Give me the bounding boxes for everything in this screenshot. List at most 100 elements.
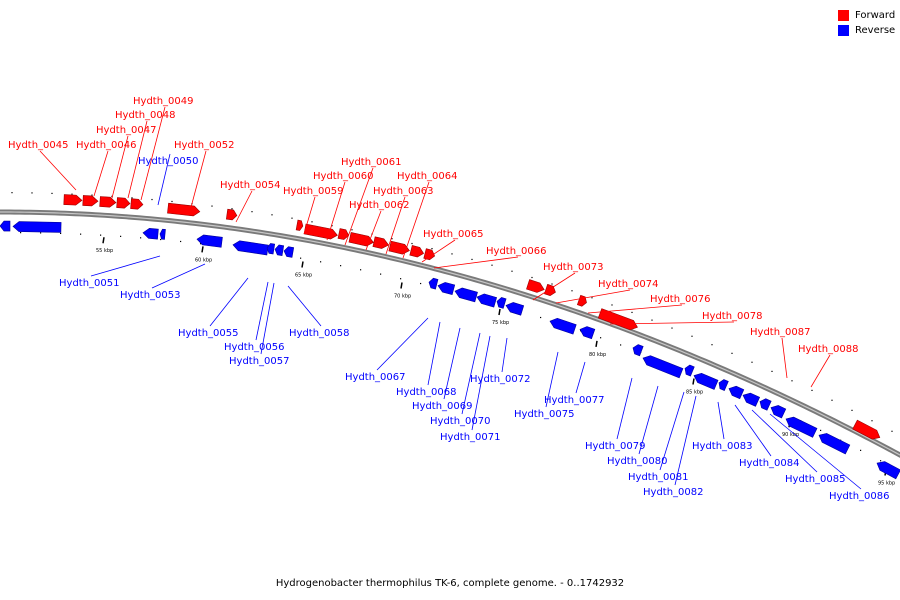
tick-dot: [691, 335, 693, 337]
reverse-swatch: [838, 25, 849, 36]
reverse-gene: [742, 392, 761, 407]
scale-tick: [201, 246, 204, 253]
leader-line: [461, 332, 481, 415]
gene-arrow: [0, 220, 11, 232]
gene-label: Hydth_0057: [229, 356, 290, 367]
tick-dot: [831, 399, 833, 401]
leader-line: [157, 153, 171, 206]
gene-label: Hydth_0068: [396, 387, 457, 398]
leader-line: [616, 377, 633, 440]
gene-arrow: [454, 287, 478, 303]
gene-label: Hydth_0065: [423, 229, 484, 240]
tick-dot: [751, 361, 753, 363]
reverse-gene: [159, 228, 166, 240]
tick-dot: [271, 214, 273, 216]
leader-line: [659, 391, 685, 471]
tick-dot: [620, 344, 622, 346]
reverse-gene: [642, 355, 684, 379]
gene-arrow: [770, 405, 787, 419]
leader-line: [532, 272, 576, 301]
tick-dot: [571, 290, 573, 292]
gene-arrow: [785, 416, 818, 438]
gene-label: Hydth_0070: [430, 416, 491, 427]
reverse-gene: [0, 220, 11, 232]
gene-arrow: [476, 293, 498, 308]
leader-line: [575, 361, 586, 394]
gene-arrow: [159, 228, 166, 240]
gene-label: Hydth_0067: [345, 372, 406, 383]
forward-gene: [348, 232, 374, 247]
tick-dot: [360, 269, 362, 271]
forward-gene: [225, 208, 238, 221]
reverse-gene: [196, 234, 223, 248]
gene-label: Hydth_0083: [692, 441, 753, 452]
gene-arrow: [372, 236, 390, 249]
reverse-gene: [579, 326, 596, 340]
scale-tick: [692, 378, 695, 385]
gene-arrow: [549, 317, 577, 335]
legend-label-reverse: Reverse: [855, 25, 896, 36]
reverse-gene: [274, 244, 285, 256]
forward-gene: [337, 228, 350, 240]
tick-dot: [100, 234, 102, 236]
forward-gene: [372, 236, 390, 249]
leader-line: [303, 196, 316, 235]
tick-dot: [331, 225, 333, 227]
leader-line: [433, 256, 519, 269]
scale-label: 65 kbp: [295, 273, 312, 279]
forward-gene: [295, 219, 304, 231]
gene-arrow: [579, 326, 596, 340]
scale-label: 85 kbp: [686, 389, 703, 395]
forward-gene: [852, 419, 881, 440]
gene-arrow: [526, 279, 545, 293]
tick-dot: [40, 232, 42, 234]
gene-label: Hydth_0058: [289, 328, 350, 339]
legend-item-forward: Forward: [838, 8, 895, 23]
gene-arrow: [116, 197, 131, 209]
tick-dot: [251, 211, 253, 213]
reverse-gene: [266, 243, 276, 255]
tick-dot: [300, 257, 302, 259]
reverse-gene: [454, 287, 478, 303]
tick-dot: [491, 264, 493, 266]
tick-dot: [340, 265, 342, 267]
tick-dot: [851, 409, 853, 411]
tick-dot: [411, 242, 413, 245]
forward-gene: [63, 194, 83, 206]
tick-dot: [171, 200, 173, 203]
leader-line: [501, 337, 508, 373]
gene-label: Hydth_0046: [76, 140, 137, 151]
gene-arrow: [597, 308, 638, 331]
forward-gene: [303, 223, 338, 240]
scale-tick: [301, 261, 304, 268]
leader-line: [769, 413, 862, 490]
leader-line: [810, 354, 831, 388]
gene-label: Hydth_0078: [702, 311, 763, 322]
gene-label: Hydth_0048: [115, 110, 176, 121]
tick-dot: [60, 232, 62, 235]
gene-arrow: [295, 219, 304, 231]
track-highlight: [0, 211, 900, 456]
tick-dot: [671, 327, 673, 329]
gene-arrow: [852, 419, 881, 440]
leader-line: [111, 135, 129, 199]
reverse-gene: [437, 282, 456, 296]
leader-line: [717, 401, 725, 440]
scale-tick: [400, 282, 403, 289]
reverse-gene: [770, 405, 787, 419]
gene-label: Hydth_0076: [650, 294, 711, 305]
gene-label: Hydth_0051: [59, 278, 120, 289]
gene-label: Hydth_0074: [598, 279, 659, 290]
scale-label: 55 kbp: [96, 248, 113, 254]
leader-line: [545, 351, 559, 408]
reverse-gene: [232, 240, 269, 256]
scale-label: 75 kbp: [492, 320, 509, 326]
genome-caption: Hydrogenobacter thermophilus TK-6, compl…: [275, 578, 625, 589]
tick-dot: [291, 217, 293, 219]
reverse-gene: [142, 228, 159, 240]
reverse-gene: [684, 364, 695, 377]
reverse-gene: [693, 372, 719, 390]
leader-line: [255, 281, 269, 341]
gene-arrow: [684, 364, 695, 377]
